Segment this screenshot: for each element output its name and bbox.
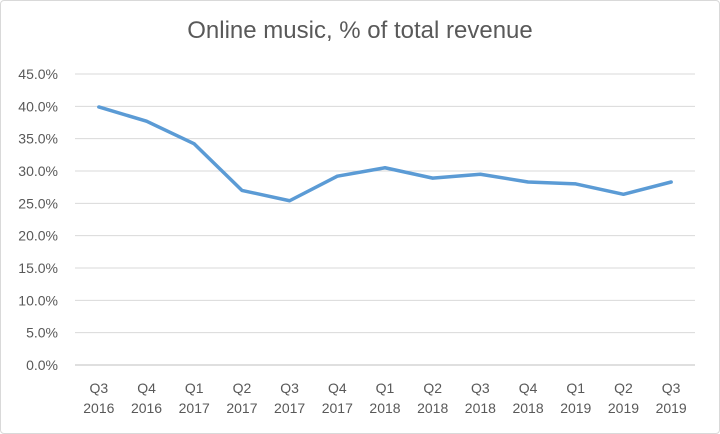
data-point: [145, 119, 149, 123]
y-tick-label: 35.0%: [18, 131, 58, 147]
data-point: [574, 182, 578, 186]
data-point: [621, 192, 625, 196]
y-tick-label: 45.0%: [18, 66, 58, 82]
x-tick-label: Q3 2016: [83, 380, 114, 416]
y-tick-label: 5.0%: [26, 325, 58, 341]
chart-title: Online music, % of total revenue: [187, 17, 533, 44]
y-tick-label: 30.0%: [18, 163, 58, 179]
data-point: [478, 172, 482, 176]
x-tick-label: Q1 2018: [369, 380, 400, 416]
data-point: [383, 166, 387, 170]
data-point: [526, 180, 530, 184]
data-point: [335, 174, 339, 178]
y-tick-label: 10.0%: [18, 292, 58, 308]
x-tick-label: Q3 2018: [465, 380, 496, 416]
x-tick-label: Q3 2019: [656, 380, 687, 416]
data-point: [669, 180, 673, 184]
data-point: [431, 176, 435, 180]
y-tick-label: 25.0%: [18, 195, 58, 211]
y-tick-label: 15.0%: [18, 260, 58, 276]
data-point: [97, 105, 101, 109]
y-tick-label: 40.0%: [18, 98, 58, 114]
x-tick-label: Q2 2019: [608, 380, 639, 416]
series-line: [97, 105, 673, 203]
x-tick-label: Q4 2016: [131, 380, 162, 416]
x-tick-label: Q1 2017: [179, 380, 210, 416]
x-tick-label: Q1 2019: [560, 380, 591, 416]
x-tick-label: Q2 2017: [226, 380, 257, 416]
x-tick-label: Q4 2017: [322, 380, 353, 416]
y-tick-label: 20.0%: [18, 228, 58, 244]
x-tick-label: Q2 2018: [417, 380, 448, 416]
y-tick-label: 0.0%: [26, 357, 58, 373]
x-tick-label: Q3 2017: [274, 380, 305, 416]
data-point: [288, 199, 292, 203]
data-point: [240, 188, 244, 192]
x-tick-label: Q4 2018: [512, 380, 543, 416]
data-point: [192, 142, 196, 146]
